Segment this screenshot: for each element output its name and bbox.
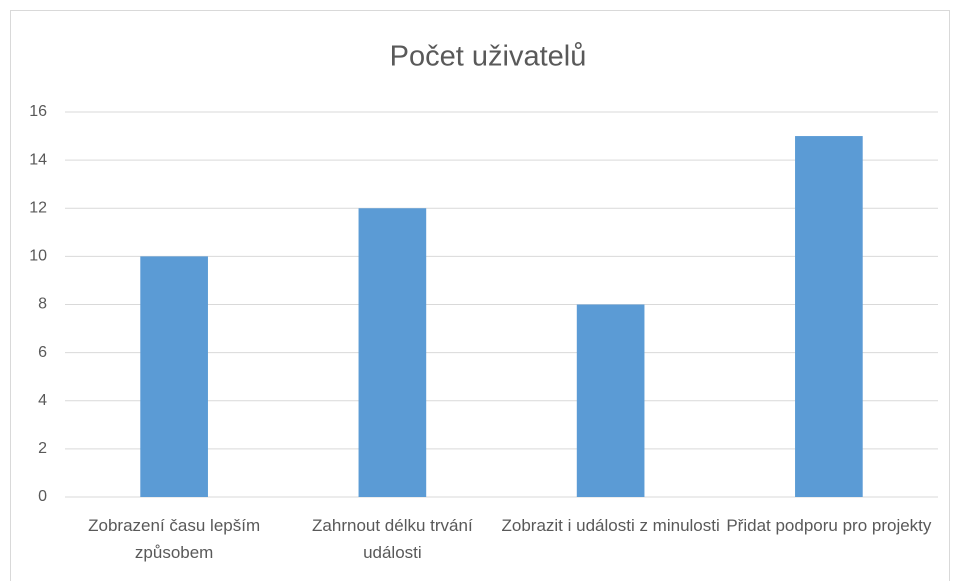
y-tick-label: 4 — [38, 392, 47, 409]
chart-title: Počet uživatelů — [390, 41, 587, 73]
x-tick-label: Zahrnout délku trvání události — [312, 516, 473, 562]
x-tick-label: Přidat podporu pro projekty — [726, 516, 932, 535]
y-tick-label: 10 — [29, 248, 47, 265]
x-tick-label: Zobrazení času lepším způsobem — [88, 516, 261, 562]
bar — [576, 304, 645, 497]
x-tick-label: Zobrazit i události z minulosti — [501, 516, 720, 535]
bar — [358, 208, 427, 497]
y-tick-label: 12 — [29, 199, 47, 216]
y-tick-label: 2 — [38, 440, 47, 457]
y-tick-label: 14 — [29, 151, 47, 168]
y-tick-label: 6 — [38, 344, 47, 361]
bar — [795, 136, 863, 497]
y-tick-label: 8 — [38, 296, 47, 313]
y-tick-label: 0 — [38, 488, 47, 505]
y-tick-label: 16 — [29, 103, 47, 120]
bar — [140, 256, 208, 497]
